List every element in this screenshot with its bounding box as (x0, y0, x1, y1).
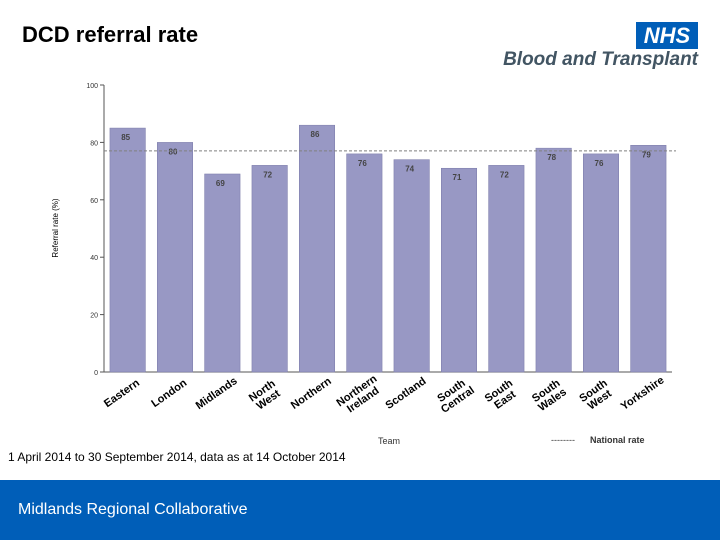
bar (488, 165, 525, 373)
bar-value-label: 86 (311, 130, 320, 139)
category-label-line: London (149, 377, 189, 410)
bar-value-label: 79 (642, 150, 651, 159)
nhs-logo-box: NHS (636, 22, 698, 49)
category-label: NorthWest (247, 378, 284, 414)
bar (157, 142, 193, 373)
bar (535, 147, 572, 373)
bar (583, 153, 619, 373)
bar (299, 124, 335, 373)
category-label-line: Eastern (102, 377, 142, 410)
bar-value-label: 76 (358, 159, 367, 168)
category-label: London (149, 377, 189, 410)
category-label-line: Yorkshire (619, 374, 667, 412)
bar-value-label: 78 (547, 153, 556, 162)
bar (441, 167, 477, 373)
bar (393, 159, 430, 373)
bar (346, 153, 383, 373)
date-caption: 1 April 2014 to 30 September 2014, data … (8, 450, 346, 464)
category-label: Scotland (383, 375, 428, 411)
category-label: Northern (289, 375, 334, 412)
category-label: SouthWales (530, 377, 569, 414)
footer-bar: Midlands Regional Collaborative (0, 480, 720, 540)
y-tick-label: 60 (90, 198, 98, 205)
category-label: SouthCentral (433, 375, 477, 416)
category-label: Eastern (102, 377, 142, 410)
category-label-line: Scotland (383, 375, 428, 411)
category-label: NorthernIreland (334, 373, 385, 419)
bar (251, 165, 288, 373)
bar-value-label: 72 (500, 170, 509, 179)
legend-line-sample: -------- (551, 435, 575, 445)
y-tick-label: 20 (90, 313, 98, 320)
category-label: SouthEast (483, 377, 522, 414)
bar-value-label: 76 (595, 159, 604, 168)
y-axis-label: Referral rate (%) (51, 198, 60, 257)
footer-text: Midlands Regional Collaborative (18, 501, 248, 518)
category-label: Midlands (194, 375, 240, 412)
bar-value-label: 85 (121, 133, 130, 142)
y-tick-label: 40 (90, 255, 98, 262)
bar-value-label: 74 (405, 165, 414, 174)
bar-value-label: 80 (169, 147, 178, 156)
nhsbt-logo: NHS Blood and Transplant (488, 22, 698, 72)
bar (204, 173, 241, 373)
y-tick-label: 100 (86, 83, 98, 90)
x-axis-label: Team (378, 436, 400, 446)
bar-value-label: 72 (263, 170, 272, 179)
category-label-line: Northern (289, 375, 334, 412)
legend-national-rate: National rate (590, 435, 645, 445)
bar (630, 145, 667, 373)
category-label: SouthWest (577, 377, 616, 414)
referral-rate-chart: 0 20 40 60 80 100 85 Eastern 80 London 69 Midlands… (51, 83, 676, 446)
category-label-line: Midlands (194, 375, 240, 412)
category-label: Yorkshire (619, 374, 667, 412)
bar-value-label: 71 (453, 173, 462, 182)
logo-subtitle: Blood and Transplant (503, 49, 698, 70)
bar-value-label: 69 (216, 179, 225, 188)
bar (109, 127, 146, 373)
y-tick-label: 80 (90, 140, 98, 147)
y-tick-label: 0 (94, 370, 98, 377)
page-title: DCD referral rate (22, 22, 199, 47)
